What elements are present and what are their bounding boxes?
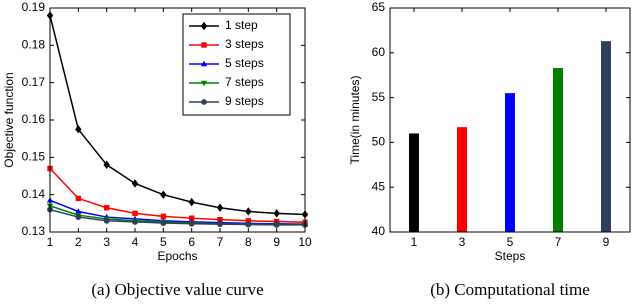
y-axis-label: Objective function (2, 72, 16, 167)
marker (273, 209, 280, 218)
marker (75, 208, 82, 214)
x-tick-label: 7 (555, 235, 562, 249)
y-tick-label: 45 (372, 179, 386, 193)
y-tick-label: 50 (372, 135, 386, 149)
bar (553, 68, 563, 232)
line (49, 208, 305, 226)
x-axis-label: Steps (495, 249, 526, 263)
marker (131, 179, 139, 188)
x-tick-label: 8 (245, 235, 252, 249)
x-axis-label: Epochs (157, 249, 197, 263)
x-tick-label: 3 (459, 235, 466, 249)
marker (200, 60, 208, 67)
marker (200, 21, 208, 31)
y-tick-label: 0.18 (22, 38, 46, 52)
y-tick-label: 40 (372, 224, 386, 238)
marker (75, 195, 82, 202)
legend-label: 5 steps (225, 56, 264, 70)
x-tick-label: 1 (47, 235, 54, 249)
marker (103, 217, 110, 224)
x-tick-label: 2 (75, 235, 82, 249)
y-tick-label: 0.16 (22, 112, 46, 126)
line (49, 15, 306, 216)
bar (409, 133, 419, 232)
caption: (b) Computational time (430, 280, 590, 299)
marker (201, 42, 207, 48)
y-tick-label: 60 (372, 45, 386, 59)
x-tick-label: 7 (217, 235, 224, 249)
marker (160, 220, 167, 226)
marker (160, 213, 167, 220)
marker (216, 203, 224, 212)
marker (132, 219, 138, 225)
marker (188, 215, 195, 221)
x-tick-label: 9 (273, 235, 280, 249)
marker (188, 197, 195, 207)
x-tick-label: 5 (160, 235, 167, 249)
marker (103, 205, 110, 211)
x-tick-label: 4 (132, 235, 139, 249)
y-tick-label: 55 (372, 90, 386, 104)
y-tick-label: 0.14 (22, 187, 46, 201)
marker (201, 99, 207, 105)
bar (457, 127, 467, 232)
marker (75, 125, 82, 134)
x-tick-label: 10 (298, 235, 312, 249)
y-axis-label: Time(in minutes) (348, 76, 362, 165)
legend-label: 7 steps (225, 75, 264, 89)
y-tick-label: 0.13 (22, 224, 46, 238)
y-tick-label: 65 (372, 0, 386, 14)
marker (273, 222, 280, 228)
y-tick-label: 0.19 (22, 0, 46, 14)
plot-frame (49, 7, 306, 233)
x-tick-label: 6 (188, 235, 195, 249)
marker (245, 221, 252, 228)
marker (132, 210, 138, 217)
marker (103, 160, 110, 169)
line (49, 168, 306, 224)
legend-label: 1 step (225, 18, 258, 32)
marker (200, 80, 208, 87)
bar (505, 93, 515, 233)
x-tick-label: 3 (103, 235, 110, 249)
marker (217, 221, 223, 228)
bar (601, 41, 611, 232)
y-tick-label: 0.17 (22, 75, 46, 89)
marker (245, 207, 252, 216)
marker (75, 214, 82, 220)
plot-frame (389, 7, 631, 233)
marker (160, 190, 167, 199)
x-tick-label: 5 (507, 235, 514, 249)
marker (188, 220, 195, 227)
caption: (a) Objective value curve (91, 280, 263, 299)
legend-label: 9 steps (225, 94, 264, 108)
x-tick-label: 9 (603, 235, 610, 249)
x-tick-label: 1 (411, 235, 418, 249)
legend-label: 3 steps (225, 37, 264, 51)
y-tick-label: 0.15 (22, 150, 46, 164)
